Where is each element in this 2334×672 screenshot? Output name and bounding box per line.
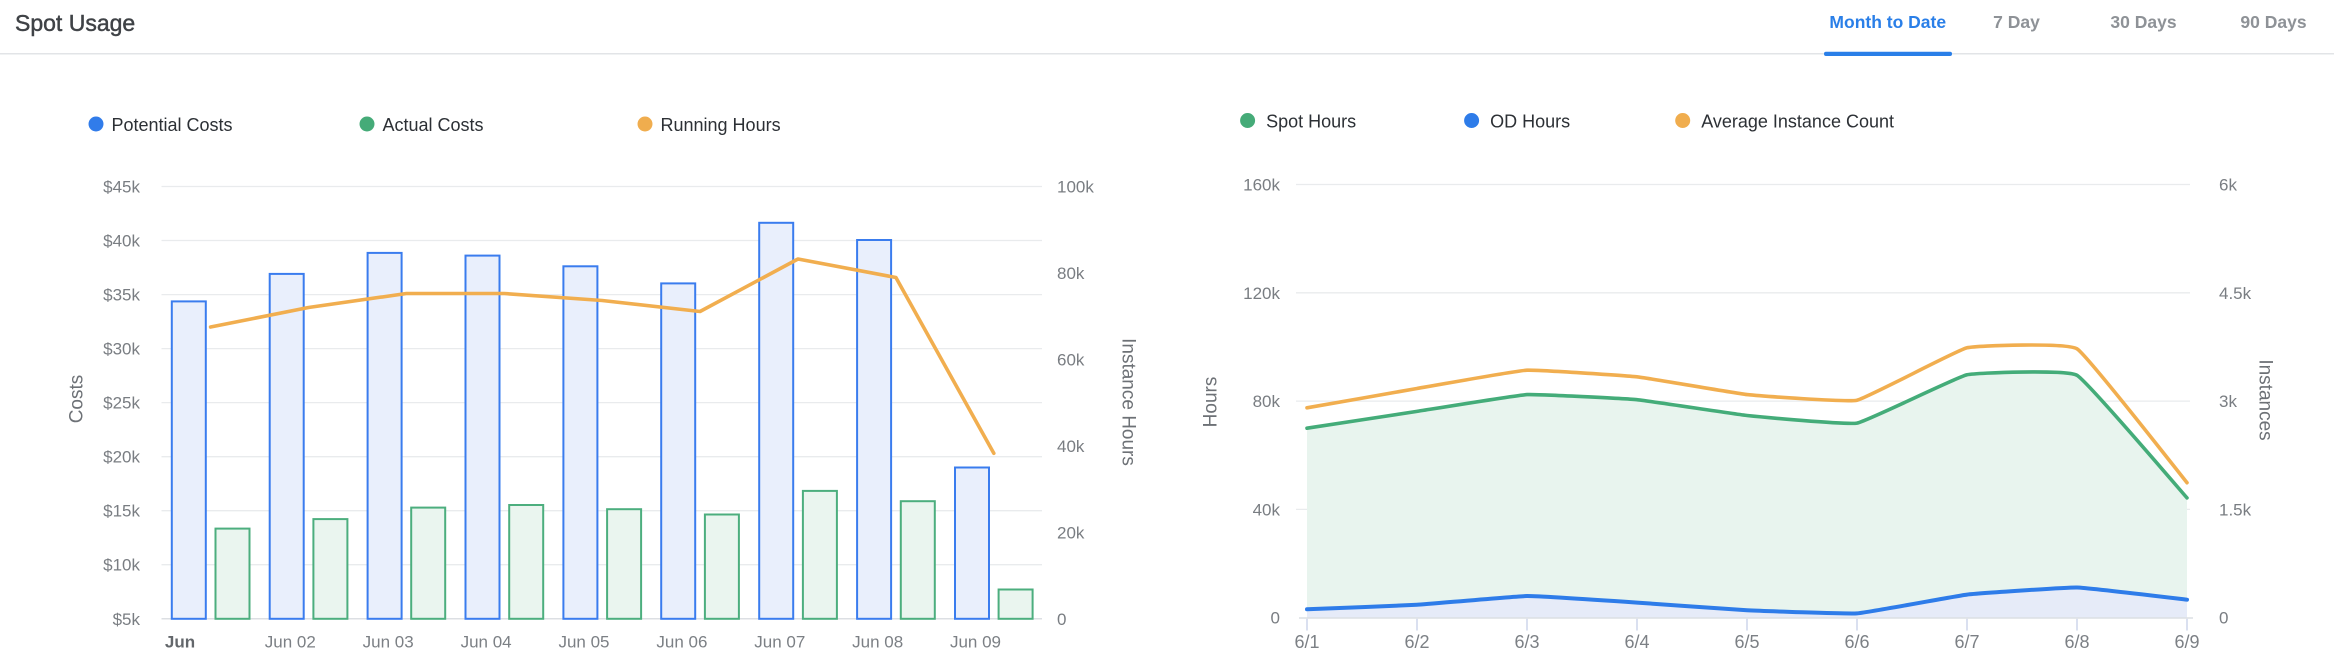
svg-text:$35k: $35k	[103, 286, 140, 305]
svg-text:Costs: Costs	[67, 375, 88, 424]
svg-text:Potential Costs: Potential Costs	[112, 115, 233, 135]
svg-text:Actual Costs: Actual Costs	[383, 115, 484, 135]
svg-text:Month to Date: Month to Date	[1829, 12, 1946, 32]
svg-text:Spot Hours: Spot Hours	[1266, 112, 1356, 132]
svg-text:$40k: $40k	[103, 232, 140, 251]
svg-text:120k: 120k	[1243, 284, 1280, 303]
svg-text:Jun 05: Jun 05	[558, 633, 609, 652]
svg-text:Jun 03: Jun 03	[363, 633, 414, 652]
svg-text:1.5k: 1.5k	[2219, 500, 2252, 519]
svg-text:0: 0	[1271, 609, 1280, 628]
svg-text:Running Hours: Running Hours	[661, 115, 781, 135]
svg-text:6/6: 6/6	[1844, 632, 1869, 652]
svg-text:4.5k: 4.5k	[2219, 284, 2252, 303]
svg-text:6/9: 6/9	[2174, 632, 2199, 652]
svg-text:3k: 3k	[2219, 392, 2237, 411]
svg-text:160k: 160k	[1243, 176, 1280, 195]
svg-text:30 Days: 30 Days	[2110, 12, 2176, 32]
svg-text:$20k: $20k	[103, 448, 140, 467]
svg-text:Instance Hours: Instance Hours	[1118, 338, 1139, 466]
svg-text:$15k: $15k	[103, 502, 140, 521]
svg-text:6k: 6k	[2219, 176, 2237, 195]
svg-text:6/7: 6/7	[1954, 632, 1979, 652]
svg-text:Spot Usage: Spot Usage	[15, 10, 135, 36]
svg-text:Jun 08: Jun 08	[852, 633, 903, 652]
svg-text:80k: 80k	[1057, 264, 1085, 283]
svg-text:6/8: 6/8	[2064, 632, 2089, 652]
svg-text:Jun 02: Jun 02	[265, 633, 316, 652]
svg-text:7 Day: 7 Day	[1993, 12, 2040, 32]
svg-text:6/5: 6/5	[1734, 632, 1759, 652]
svg-text:Average Instance Count: Average Instance Count	[1701, 112, 1894, 132]
svg-text:$45k: $45k	[103, 178, 140, 197]
svg-text:Jun 09: Jun 09	[950, 633, 1001, 652]
svg-text:80k: 80k	[1253, 392, 1281, 411]
svg-text:90 Days: 90 Days	[2240, 12, 2306, 32]
svg-text:$25k: $25k	[103, 394, 140, 413]
svg-text:20k: 20k	[1057, 523, 1085, 542]
svg-text:6/1: 6/1	[1294, 632, 1319, 652]
svg-text:6/4: 6/4	[1624, 632, 1649, 652]
svg-text:OD Hours: OD Hours	[1490, 112, 1570, 132]
svg-text:0: 0	[1057, 610, 1066, 629]
svg-text:40k: 40k	[1253, 500, 1281, 519]
svg-text:40k: 40k	[1057, 437, 1085, 456]
svg-text:$30k: $30k	[103, 340, 140, 359]
svg-text:6/2: 6/2	[1404, 632, 1429, 652]
svg-text:6/3: 6/3	[1514, 632, 1539, 652]
svg-text:Hours: Hours	[1201, 377, 1222, 428]
svg-text:Jun 07: Jun 07	[754, 633, 805, 652]
svg-text:0: 0	[2219, 609, 2228, 628]
svg-text:$10k: $10k	[103, 556, 140, 575]
svg-text:Jun 04: Jun 04	[461, 633, 512, 652]
svg-text:$5k: $5k	[113, 610, 141, 629]
svg-text:100k: 100k	[1057, 178, 1094, 197]
svg-text:60k: 60k	[1057, 350, 1085, 369]
svg-text:Instances: Instances	[2255, 359, 2276, 440]
svg-text:Jun 06: Jun 06	[656, 633, 707, 652]
svg-text:Jun: Jun	[165, 633, 195, 652]
